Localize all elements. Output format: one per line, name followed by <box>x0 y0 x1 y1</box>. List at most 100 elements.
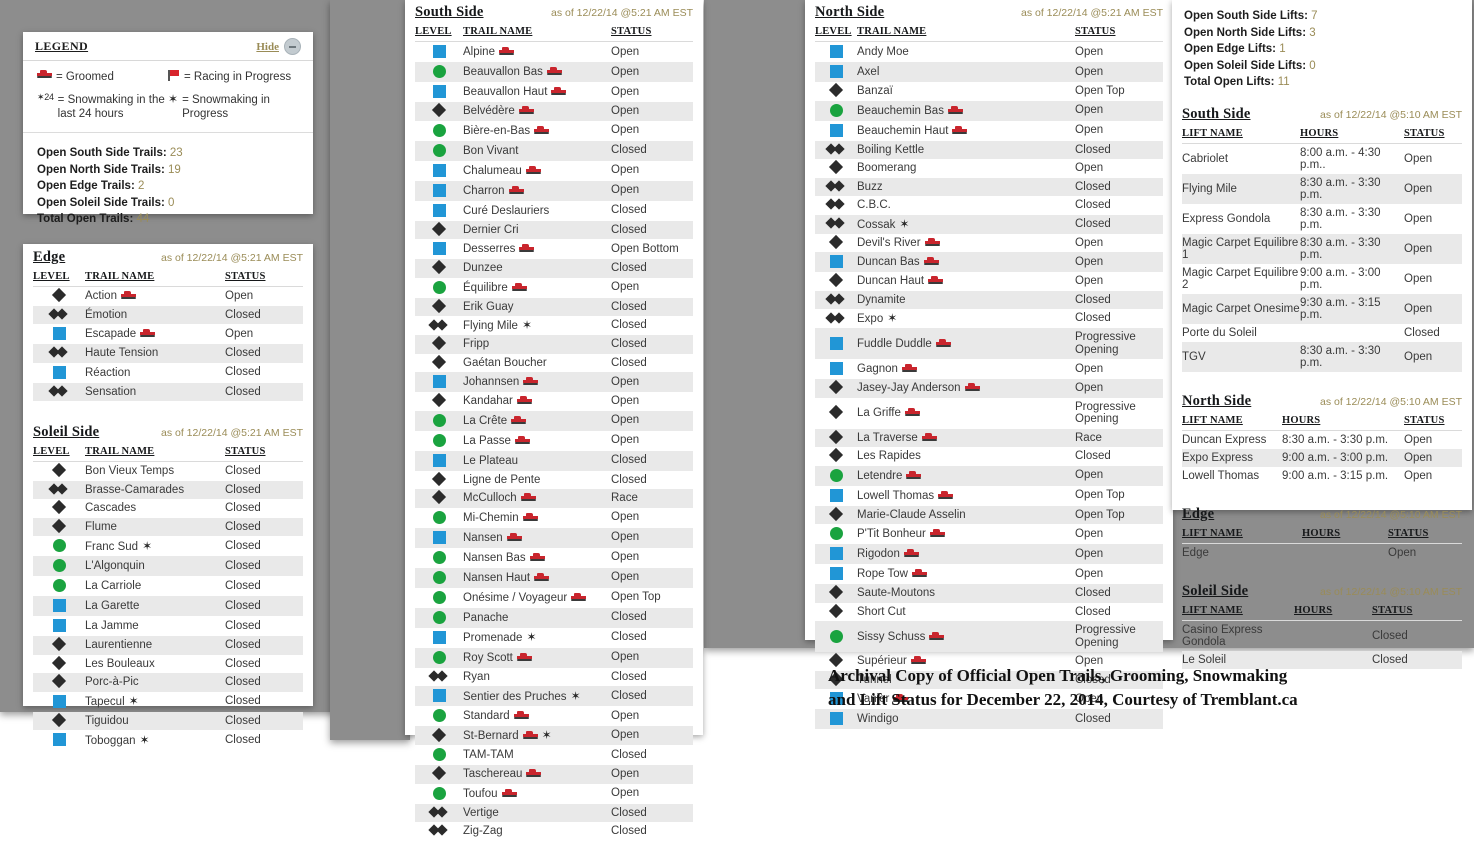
count-label: Open South Side Trails: <box>37 147 167 159</box>
col-status: STATUS <box>611 23 693 42</box>
trail-name: Windigo <box>857 713 899 725</box>
trail-level-cell <box>33 596 85 616</box>
black-diamond-icon <box>431 471 447 486</box>
trail-name: Boomerang <box>857 162 917 175</box>
blue-square-icon <box>52 365 66 379</box>
double-black-diamond-icon <box>48 308 68 320</box>
table-row: Short Cut Closed <box>815 603 1163 622</box>
soleil-trails-header: Soleil Side as of 12/22/14 @5:21 AM EST <box>23 421 313 443</box>
trail-status-cell: Closed <box>611 825 647 837</box>
lift-hours-cell <box>1300 324 1404 342</box>
table-row: Dunzee Closed <box>415 259 693 278</box>
trail-name-cell: Andy Moe <box>857 42 1075 63</box>
trail-level-cell <box>415 102 463 121</box>
groomer-icon <box>901 364 917 373</box>
lift-name-cell: Magic Carpet Onesime <box>1182 293 1300 324</box>
table-row: Bon Vieux Temps Closed <box>33 462 303 481</box>
trail-level-cell <box>415 121 463 141</box>
table-row: Vanier Open <box>815 689 1163 709</box>
trail-status-cell: Closed <box>611 473 647 486</box>
section-title: South Side <box>1182 105 1251 122</box>
trail-level-cell <box>415 686 463 706</box>
trail-status-cell: Closed <box>611 670 647 683</box>
lift-status-cell: Open <box>1404 448 1462 467</box>
groomer-icon <box>910 656 926 665</box>
double-black-diamond-icon <box>825 143 845 155</box>
blue-square-icon <box>432 45 446 58</box>
trail-level-cell <box>415 508 463 528</box>
trail-status-cell: Closed <box>225 502 261 514</box>
table-row: La Jamme Closed <box>33 616 303 636</box>
trail-name: Cascades <box>85 502 137 515</box>
trail-name-cell: Lowell Thomas <box>857 486 1075 506</box>
lifts-card: Open South Side Lifts: 7 Open North Side … <box>1172 0 1472 669</box>
trail-level-cell <box>815 100 857 121</box>
trail-name-cell: Vertige <box>463 803 611 822</box>
black-diamond-icon <box>51 712 67 727</box>
table-row: L'Algonquin Closed <box>33 556 303 576</box>
groomer-icon <box>929 529 945 538</box>
table-row: Porte du Soleil Closed <box>1182 324 1462 342</box>
trail-status-cell: Open Bottom <box>611 242 679 255</box>
trail-name: Mi-Chemin <box>463 511 519 524</box>
black-diamond-icon <box>51 518 67 533</box>
trail-status-cell: Open <box>1075 527 1104 540</box>
trail-name: Beauvallon Bas <box>463 66 543 78</box>
trail-level-cell <box>415 431 463 451</box>
trail-name: Buzz <box>857 180 883 193</box>
snowmaking-icon: ✶ <box>570 688 581 703</box>
legend-item-groomed: = Groomed <box>37 70 168 84</box>
groomer-icon <box>551 87 567 96</box>
trail-level-cell <box>815 196 857 215</box>
trail-name: Vanier <box>857 693 890 705</box>
groomer-icon <box>37 70 52 79</box>
trail-level-cell <box>415 489 463 508</box>
trail-status-cell: Open <box>611 62 693 82</box>
trail-name-cell: Les Bouleaux <box>85 655 225 674</box>
table-row: Casino Express Gondola Closed <box>1182 620 1462 651</box>
trail-name-cell: La Traverse <box>857 428 1075 447</box>
north-trails-table-wrap: LEVEL TRAIL NAME STATUS Andy Moe Open Axel… <box>805 23 1173 729</box>
count-label: Open Soleil Side Lifts: <box>1184 59 1307 72</box>
hide-legend-label: Hide <box>256 40 279 53</box>
trail-name-cell: Franc Sud ✶ <box>85 536 225 556</box>
trail-name-cell: Kandahar <box>463 392 611 411</box>
hide-legend-button[interactable]: Hide <box>256 38 301 55</box>
archival-caption: Archival Copy of Official Open Trails, G… <box>828 664 1388 712</box>
trail-level-cell <box>815 359 857 379</box>
legend-item-racing: = Racing in Progress <box>168 70 299 84</box>
col-status: STATUS <box>225 268 303 287</box>
timestamp: as of 12/22/14 @5:21 AM EST <box>161 427 303 439</box>
table-row: La Carriole Closed <box>33 576 303 596</box>
trail-status-cell: Open <box>1075 100 1163 121</box>
trail-name-cell: Fuddle Duddle <box>857 328 1075 359</box>
lifts-soleil-table-wrap: LIFT NAME HOURS STATUS Casino Express Go… <box>1172 601 1472 669</box>
trail-name-cell: Action <box>85 287 225 306</box>
trail-name-cell: Windigo <box>857 709 1075 729</box>
trail-name-cell: La Carriole <box>85 576 225 596</box>
trail-status-cell: Open <box>1075 162 1104 174</box>
count-value: 0 <box>1306 59 1316 72</box>
col-hours: HOURS <box>1294 601 1372 621</box>
trail-status-cell: Open <box>611 511 640 524</box>
trail-name: Nansen <box>463 531 503 544</box>
table-row: Standard Open <box>415 706 693 726</box>
trail-status-cell: Closed <box>225 539 261 552</box>
trail-name: Sissy Schuss <box>857 630 926 643</box>
table-row: Roy Scott Open <box>415 647 693 668</box>
green-circle-icon <box>432 650 446 664</box>
trail-status-cell: Closed <box>225 657 261 670</box>
trail-name-cell: Boomerang <box>857 159 1075 178</box>
trail-level-cell <box>415 765 463 784</box>
trail-name: Franc Sud <box>85 540 139 553</box>
trail-status-cell: Closed <box>1075 290 1163 309</box>
trail-level-cell <box>415 668 463 687</box>
trail-status-cell: Progressive Opening <box>1075 328 1163 359</box>
trail-status-cell: Closed <box>225 695 261 708</box>
minus-icon[interactable] <box>284 38 301 55</box>
trail-level-cell <box>815 82 857 101</box>
blue-square-icon <box>52 327 66 340</box>
trail-status-cell: Closed <box>225 366 261 379</box>
trail-level-cell <box>415 201 463 221</box>
table-row: TGV 8:30 a.m. - 3:30 p.m. Open <box>1182 341 1462 372</box>
